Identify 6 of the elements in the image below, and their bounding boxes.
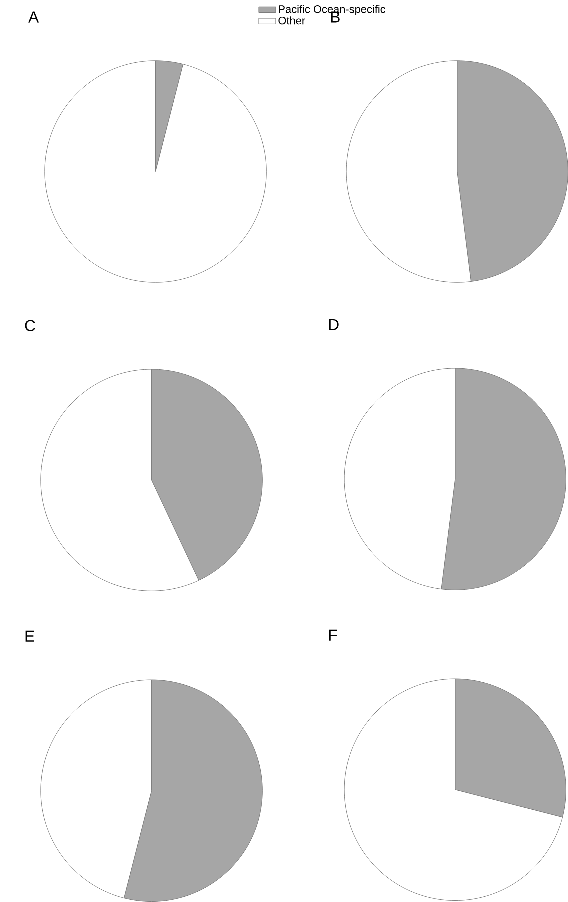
chart-title: D bbox=[329, 319, 339, 330]
legend-label: Other bbox=[278, 16, 306, 25]
chart-title: E bbox=[26, 630, 34, 642]
chart-title: C bbox=[25, 320, 36, 332]
chart-title: A bbox=[28, 12, 39, 23]
chart-title: F bbox=[329, 630, 337, 641]
